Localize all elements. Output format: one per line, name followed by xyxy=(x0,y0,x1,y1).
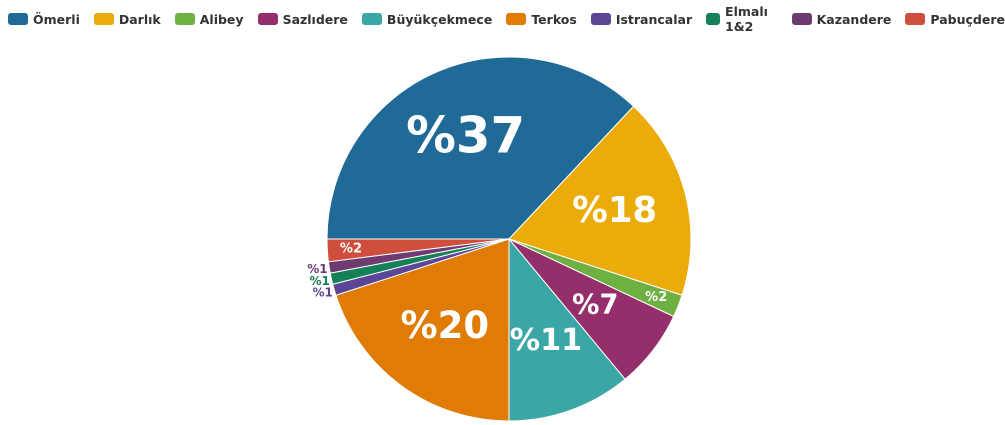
slice-label: %2 xyxy=(340,241,362,256)
slice-label: %1 xyxy=(309,274,329,288)
legend-item: Alibey xyxy=(174,4,244,34)
slice-label: %2 xyxy=(645,290,667,305)
legend-swatch xyxy=(590,13,611,25)
legend-item: Kazandere xyxy=(791,4,892,34)
legend-item: Elmalı 1&2 xyxy=(706,4,777,34)
legend-swatch xyxy=(905,13,926,25)
legend-item: Sazlıdere xyxy=(257,4,348,34)
pie-slice xyxy=(326,238,510,263)
slice-label: %11 xyxy=(510,323,582,358)
legend-swatch xyxy=(8,13,28,25)
legend-swatch xyxy=(791,13,812,25)
legend-label: Sazlıdere xyxy=(282,11,348,27)
legend-item: Istrancalar xyxy=(590,4,693,34)
pie-slice xyxy=(508,237,626,422)
pie-slice xyxy=(326,56,635,240)
legend-label: Ömerli xyxy=(33,11,80,27)
legend-swatch xyxy=(93,13,114,25)
legend-item: Pabuçdere xyxy=(905,4,1005,34)
slice-label: %1 xyxy=(313,286,333,300)
slice-label: %20 xyxy=(401,304,490,347)
legend: Ömerli Darlık Alibey Sazlıdere Büyükçekmece T… xyxy=(8,4,1005,34)
legend-label: Kazandere xyxy=(816,11,892,27)
legend-swatch xyxy=(361,13,382,25)
slice-label: %1 xyxy=(307,262,327,276)
slice-label: %7 xyxy=(572,289,618,320)
legend-item: Ömerli xyxy=(8,4,80,34)
legend-swatch xyxy=(706,13,721,25)
legend-label: Elmalı 1&2 xyxy=(725,4,768,34)
legend-label: Terkos xyxy=(531,11,577,27)
legend-swatch xyxy=(257,13,278,25)
legend-swatch xyxy=(506,13,527,25)
legend-label: Büyükçekmece xyxy=(386,11,493,27)
legend-item: Büyükçekmece xyxy=(361,4,493,34)
legend-label: Pabuçdere xyxy=(930,11,1005,27)
legend-label: Istrancalar xyxy=(615,11,693,27)
legend-item: Terkos xyxy=(506,4,577,34)
legend-swatch xyxy=(174,13,195,25)
legend-item: Darlık xyxy=(93,4,161,34)
pie-slice xyxy=(508,105,692,296)
slice-label: %37 xyxy=(406,106,525,164)
legend-label: Darlık xyxy=(118,11,161,27)
pie-slice xyxy=(335,238,510,422)
legend-label: Alibey xyxy=(199,11,244,27)
slice-label: %18 xyxy=(572,190,657,231)
